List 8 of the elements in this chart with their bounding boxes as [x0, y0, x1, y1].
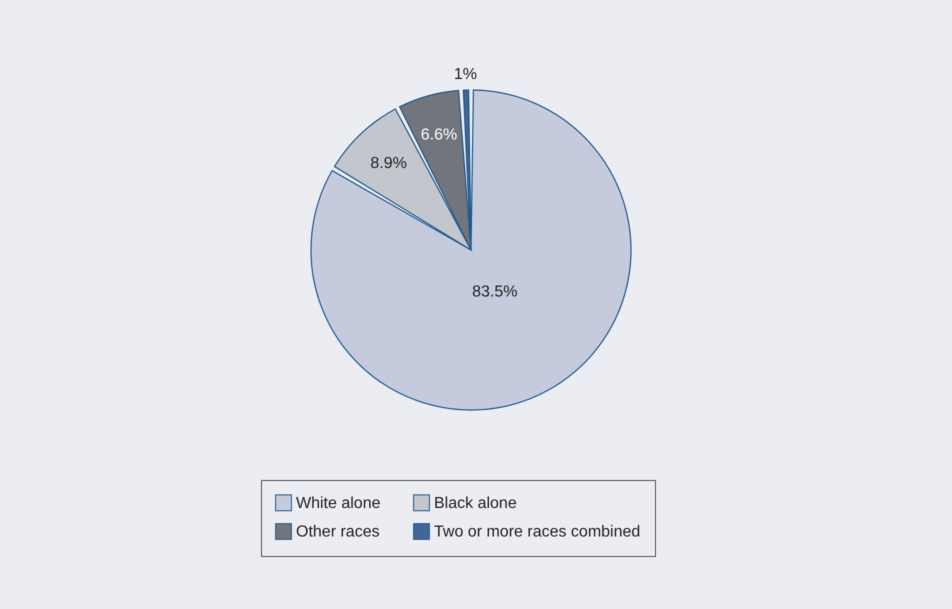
- data-label: 6.6%: [420, 126, 458, 144]
- legend-label: Black alone: [434, 494, 517, 512]
- data-label: 83.5%: [472, 284, 518, 301]
- legend-label: White alone: [296, 494, 381, 512]
- legend-label: Other races: [296, 524, 380, 540]
- legend-label: Two or more races combined: [434, 524, 640, 540]
- data-label: 8.9%: [370, 154, 407, 172]
- data-label: 1%: [454, 66, 478, 84]
